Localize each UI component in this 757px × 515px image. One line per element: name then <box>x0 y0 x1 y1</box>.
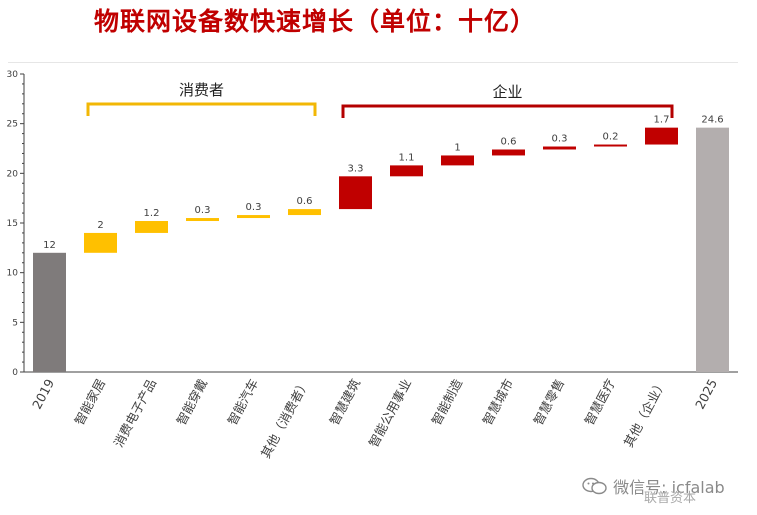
title-divider <box>8 62 738 63</box>
data-label: 0.2 <box>603 132 619 143</box>
data-label: 1 <box>454 142 460 153</box>
y-tick-label: 0 <box>12 368 18 378</box>
x-tick-label: 智慧建筑 <box>326 376 363 428</box>
bar-智慧城市 <box>492 149 525 156</box>
data-label: 0.3 <box>552 134 568 145</box>
data-label: 0.3 <box>246 202 262 213</box>
data-label: 3.3 <box>348 163 364 174</box>
x-tick-label: 智能家居 <box>71 376 108 427</box>
group-bracket <box>86 102 317 116</box>
y-tick-label: 10 <box>7 269 19 279</box>
bar-智能穿戴 <box>186 218 219 222</box>
x-tick-label: 智能汽车 <box>224 376 261 427</box>
chart-title: 物联网设备数快速增长（单位：十亿） <box>93 7 536 36</box>
y-tick-label: 5 <box>12 318 18 328</box>
bar-智能汽车 <box>237 215 270 219</box>
bar-2019 <box>33 252 66 372</box>
x-tick-label: 智慧城市 <box>479 376 516 427</box>
data-label: 1.2 <box>144 208 160 219</box>
bar-智能公用事业 <box>390 165 423 177</box>
y-tick-label: 20 <box>7 169 19 179</box>
watermark-text: 微信号: icfalab <box>613 478 725 497</box>
bar-智能家居 <box>84 232 117 253</box>
bar-2025 <box>696 127 729 372</box>
bar-智慧医疗 <box>594 144 627 147</box>
x-tick-label: 智能穿戴 <box>173 376 210 427</box>
bar-智能制造 <box>441 155 474 166</box>
group-bracket <box>341 104 674 118</box>
data-label: 0.3 <box>195 205 211 216</box>
x-tick-label: 智慧医疗 <box>581 376 618 427</box>
data-label: 2 <box>97 220 103 231</box>
x-tick-label: 2019 <box>29 376 57 411</box>
watermark: 微信号: icfalab 联普资本 <box>582 474 752 506</box>
data-label: 0.6 <box>501 136 517 147</box>
bar-消费电子产品 <box>135 221 168 233</box>
x-tick-label: 智慧零售 <box>530 376 567 427</box>
bar-其他（消费者） <box>288 209 321 216</box>
x-tick-label: 2025 <box>692 376 720 411</box>
y-tick-label: 25 <box>7 120 18 130</box>
bar-智慧建筑 <box>339 176 372 210</box>
bar-其他（企业） <box>645 127 678 145</box>
data-label: 24.6 <box>701 115 723 126</box>
x-tick-label: 智能制造 <box>428 376 465 428</box>
x-tick-label: 消费电子产品 <box>111 376 159 449</box>
x-tick-label: 其他（消费者） <box>258 376 312 460</box>
data-label: 1.1 <box>399 152 415 163</box>
data-label: 1.7 <box>654 115 670 126</box>
wechat-icon <box>582 477 607 495</box>
data-label: 0.6 <box>297 196 313 207</box>
y-tick-label: 30 <box>7 70 19 80</box>
group-label: 消费者 <box>179 81 224 99</box>
group-label: 企业 <box>492 83 522 101</box>
data-label: 12 <box>43 240 56 251</box>
bar-智慧零售 <box>543 146 576 150</box>
y-tick-label: 15 <box>7 219 18 229</box>
x-tick-label: 智能公用事业 <box>366 376 414 449</box>
watermark-sub: 联普资本 <box>644 491 697 506</box>
x-tick-label: 其他（企业） <box>621 376 669 449</box>
